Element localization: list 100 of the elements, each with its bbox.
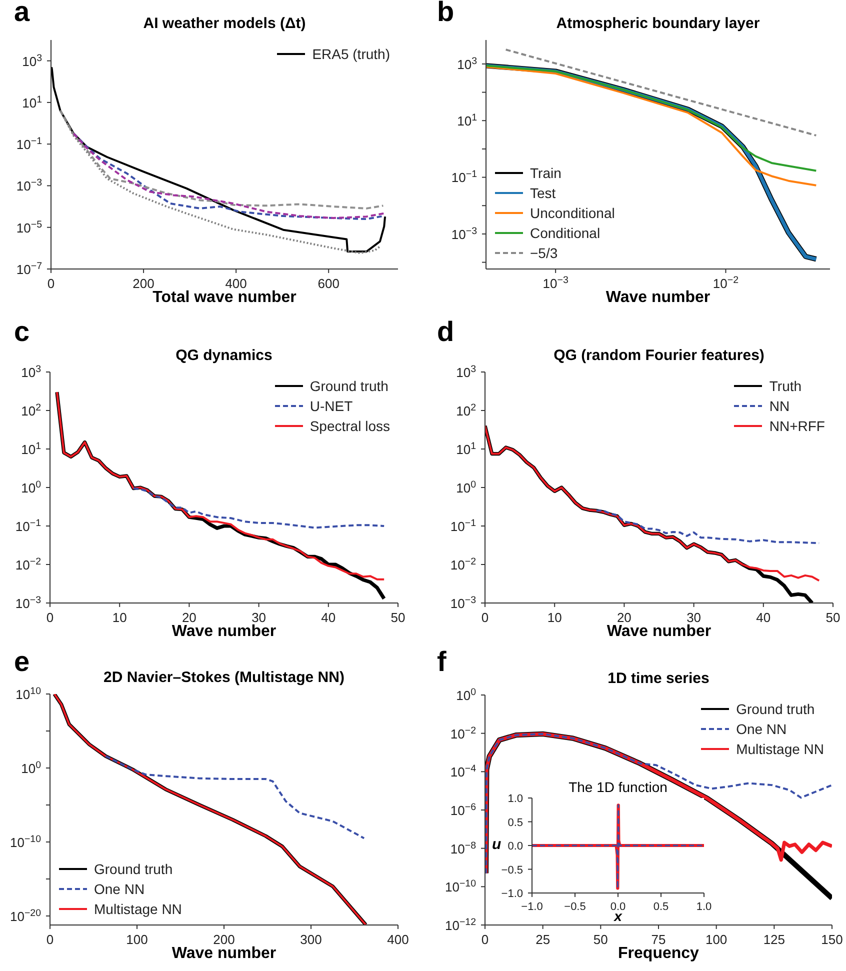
chart-title: Atmospheric boundary layer xyxy=(556,15,760,32)
y-tick-label: 0.0 xyxy=(508,840,523,853)
y-tick-label: 10$^{−10}$ xyxy=(444,878,477,895)
y-tick-label: 10$^{2}$ xyxy=(456,402,476,418)
x-tick-label: 50 xyxy=(826,610,840,625)
y-tick-label: 10$^{−3}$ xyxy=(450,594,476,611)
x-tick-label: 0 xyxy=(47,276,55,291)
legend-label: Ground truth xyxy=(736,701,815,717)
legend-label: Ground truth xyxy=(94,861,173,877)
legend-label: Train xyxy=(530,165,562,181)
x-tick-label: 0.0 xyxy=(610,901,626,913)
y-axis-title: u xyxy=(492,836,502,852)
x-axis-title: Total wave number xyxy=(152,289,296,306)
y-tick-label: 10$^{3}$ xyxy=(457,55,477,72)
y-tick-label: 10$^{−3}$ xyxy=(15,594,41,611)
y-tick-label: 10$^{−3}$ xyxy=(16,177,42,194)
x-tick-label: 100 xyxy=(705,932,728,947)
y-tick-label: 10$^{1}$ xyxy=(21,440,41,457)
legend-label: Ground truth xyxy=(310,378,388,394)
x-tick-label: 150 xyxy=(821,932,843,947)
x-tick-label: 75 xyxy=(651,932,666,947)
legend-label: Multistage NN xyxy=(736,741,824,757)
text: b xyxy=(437,0,454,27)
y-tick-label: 10$^{−1}$ xyxy=(451,168,477,186)
x-tick-label: 0 xyxy=(46,610,54,625)
x-tick-label: 200 xyxy=(132,276,154,291)
x-tick-label: 20 xyxy=(616,610,632,625)
y-tick-label: 10$^{−7}$ xyxy=(16,260,42,277)
text: e xyxy=(14,646,30,677)
chart-title: The 1D function xyxy=(568,779,668,795)
x-tick-label: 25 xyxy=(536,932,550,947)
y-tick-label: 10$^{3}$ xyxy=(21,363,41,380)
y-tick-label: 10$^{−6}$ xyxy=(450,801,476,818)
x-tick-label: 100 xyxy=(126,932,148,947)
legend-label: Multistage NN xyxy=(94,901,182,917)
text: a xyxy=(14,0,30,27)
x-axis-title: Frequency xyxy=(618,945,699,962)
y-tick-label: 10$^{3}$ xyxy=(456,363,476,380)
y-tick-label: 10$^{−5}$ xyxy=(16,218,43,236)
y-tick-label: 10$^{1}$ xyxy=(456,440,476,457)
x-tick-label: 1.0 xyxy=(696,901,712,913)
chart-title: 1D time series xyxy=(608,670,710,687)
y-tick-label: 10$^{−8}$ xyxy=(450,840,476,856)
legend-label: Conditional xyxy=(530,225,600,241)
x-axis-title: Wave number xyxy=(606,289,710,306)
legend-label: One NN xyxy=(94,881,145,897)
x-axis-title: Wave number xyxy=(606,623,712,640)
legend-label: ERA5 (truth) xyxy=(312,46,390,62)
x-tick-label: 10$^{−3}$ xyxy=(542,274,568,291)
y-tick-label: 10$^{0}$ xyxy=(21,759,42,776)
x-tick-label: 300 xyxy=(300,932,322,947)
x-tick-label: 600 xyxy=(318,276,340,291)
legend-label: NN+RFF xyxy=(769,418,825,434)
y-tick-label: 10$^{10}$ xyxy=(16,685,42,702)
legend-label: Spectral loss xyxy=(310,418,390,434)
y-tick-label: 10$^{−2}$ xyxy=(450,724,476,742)
text: f xyxy=(437,646,446,677)
x-tick-label: 40 xyxy=(756,610,771,625)
y-tick-label: 10$^{−4}$ xyxy=(450,763,477,780)
x-tick-label: 10 xyxy=(547,610,562,625)
y-tick-label: −0.5 xyxy=(501,864,523,876)
legend-label: One NN xyxy=(736,721,787,737)
y-tick-label: 10$^{−2}$ xyxy=(450,556,476,572)
x-tick-label: 10$^{−2}$ xyxy=(712,274,739,291)
x-axis-title: Wave number xyxy=(172,623,276,640)
y-tick-label: 10$^{−20}$ xyxy=(10,907,42,924)
x-tick-label: 400 xyxy=(387,932,409,947)
y-tick-label: 10$^{−2}$ xyxy=(15,556,41,572)
legend-label: −5/3 xyxy=(530,245,558,261)
x-tick-label: 0 xyxy=(46,932,54,947)
y-tick-label: 10$^{3}$ xyxy=(22,52,42,69)
x-tick-label: 200 xyxy=(213,932,235,947)
x-tick-label: 40 xyxy=(321,610,336,625)
x-tick-label: 30 xyxy=(686,610,702,625)
legend-label: Test xyxy=(530,185,556,201)
text: d xyxy=(437,316,454,347)
y-tick-label: 10$^{1}$ xyxy=(457,112,477,129)
y-tick-label: 10$^{0}$ xyxy=(21,478,42,496)
y-tick-label: 10$^{1}$ xyxy=(22,94,42,110)
text: c xyxy=(14,316,30,347)
y-tick-label: 0.5 xyxy=(508,816,523,829)
y-tick-label: 10$^{−1}$ xyxy=(450,517,476,534)
x-tick-label: 50 xyxy=(593,932,608,947)
y-tick-label: −1.0 xyxy=(501,888,523,900)
legend-label: Truth xyxy=(769,378,802,394)
y-tick-label: 10$^{−3}$ xyxy=(451,225,477,242)
x-tick-label: 0 xyxy=(481,932,489,947)
x-tick-label: 400 xyxy=(225,276,247,291)
x-axis-title: Wave number xyxy=(172,945,276,962)
x-tick-label: 0 xyxy=(481,610,489,625)
chart-title: 2D Navier–Stokes (Multistage NN) xyxy=(104,669,344,686)
chart-title: AI weather models (Δt) xyxy=(143,15,306,32)
y-tick-label: 10$^{−12}$ xyxy=(444,916,476,933)
x-tick-label: 10 xyxy=(112,610,127,625)
x-tick-label: −1.0 xyxy=(521,901,543,913)
y-tick-label: 10$^{−1}$ xyxy=(15,517,41,534)
chart-title: QG dynamics xyxy=(176,347,272,364)
x-tick-label: 0.5 xyxy=(653,901,669,913)
y-tick-label: 10$^{0}$ xyxy=(456,478,477,496)
x-tick-label: 30 xyxy=(252,610,266,625)
